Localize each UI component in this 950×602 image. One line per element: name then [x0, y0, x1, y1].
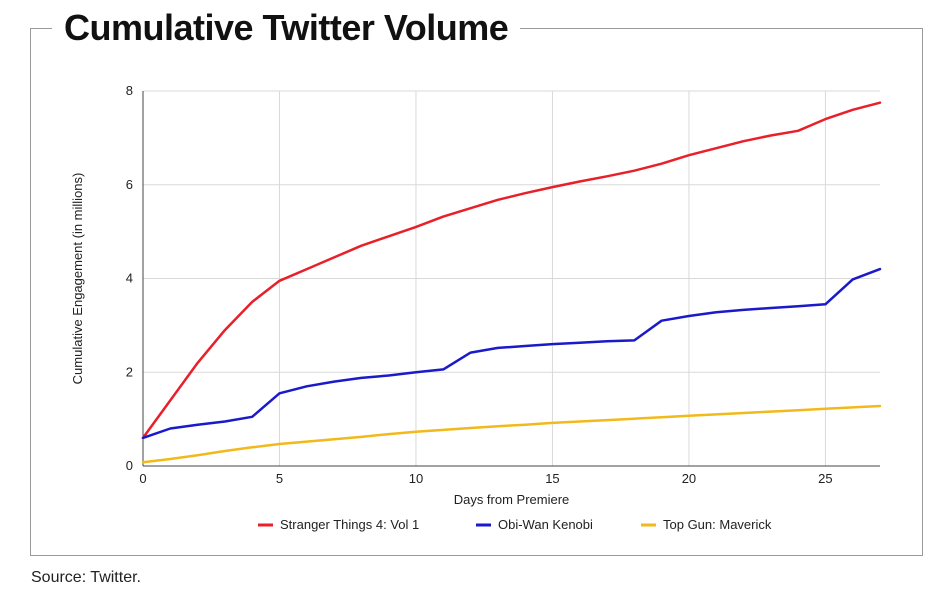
gridlines — [143, 90, 880, 466]
source-note: Source: Twitter. — [31, 569, 141, 586]
series-line-1 — [141, 101, 882, 440]
x-tick-label: 0 — [139, 471, 146, 486]
y-tick-labels: 0 2 4 6 8 — [126, 83, 133, 473]
legend-label: Top Gun: Maverick — [663, 517, 772, 532]
legend-label: Stranger Things 4: Vol 1 — [280, 517, 419, 532]
y-axis-label: Cumulative Engagement (in millions) — [70, 173, 85, 385]
legend-label: Obi-Wan Kenobi — [498, 517, 593, 532]
x-axis-label: Days from Premiere — [454, 492, 570, 507]
series-line-2 — [141, 267, 882, 440]
legend: Stranger Things 4: Vol 1 Obi-Wan Kenobi To… — [258, 517, 772, 532]
x-tick-label: 5 — [276, 471, 283, 486]
chart-title: Cumulative Twitter Volume — [52, 6, 521, 50]
x-tick-label: 20 — [682, 471, 696, 486]
y-tick-label: 6 — [126, 177, 133, 192]
y-tick-label: 4 — [126, 271, 133, 286]
x-tick-label: 25 — [818, 471, 832, 486]
y-tick-label: 0 — [126, 458, 133, 473]
x-tick-label: 15 — [545, 471, 559, 486]
y-tick-label: 2 — [126, 364, 133, 379]
series-lines — [141, 101, 882, 464]
x-tick-labels: 0 5 10 15 20 25 — [139, 471, 832, 486]
y-tick-label: 8 — [126, 83, 133, 98]
series-line-3 — [141, 404, 882, 464]
axes — [142, 91, 880, 467]
x-tick-label: 10 — [409, 471, 423, 486]
